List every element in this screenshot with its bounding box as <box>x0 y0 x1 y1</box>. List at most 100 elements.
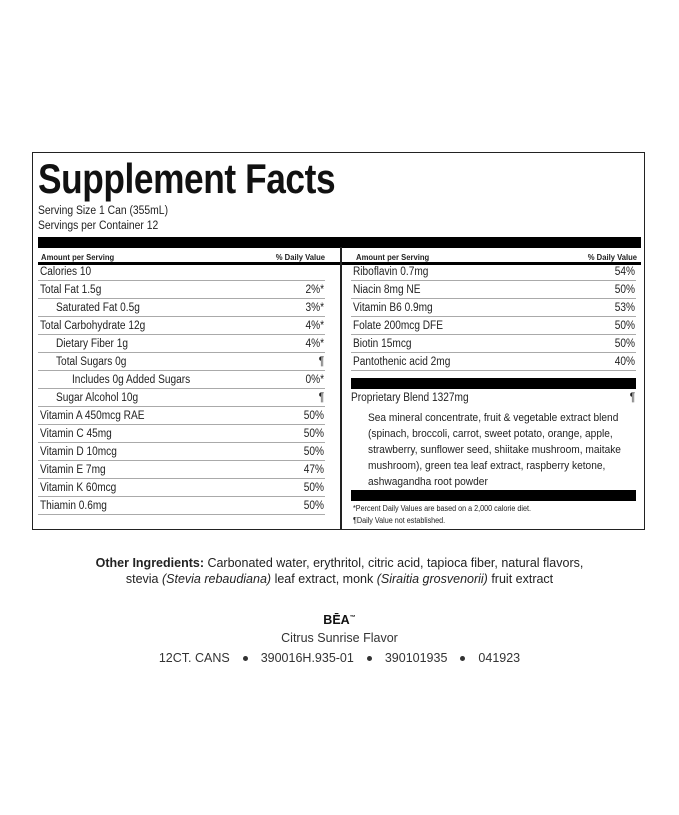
nutrient-row: Vitamin D 10mcg 50% <box>38 443 325 461</box>
nutrient-dv: 50% <box>303 410 324 422</box>
nutrient-row: Folate 200mcg DFE 50% <box>351 317 636 335</box>
blend-description: Sea mineral concentrate, fruit & vegetab… <box>368 412 621 488</box>
nutrient-row: Riboflavin 0.7mg 54% <box>351 263 636 281</box>
nutrient-row: Vitamin K 60mcg 50% <box>38 479 325 497</box>
brand-logo-text: BĒA <box>323 613 350 627</box>
nutrient-row: Includes 0g Added Sugars 0%* <box>38 371 325 389</box>
nutrient-row: Calories 10 <box>38 263 325 281</box>
nutrient-name: Vitamin D 10mcg <box>40 446 117 458</box>
nutrient-row: Dietary Fiber 1g 4%* <box>38 335 325 353</box>
nutrient-dv: ¶ <box>318 392 324 404</box>
nutrient-dv: 53% <box>614 302 635 314</box>
nutrient-dv: 4%* <box>305 338 324 350</box>
nutrient-dv: 50% <box>303 446 324 458</box>
blend-dv: ¶ <box>629 392 635 404</box>
divider-bar <box>351 490 636 501</box>
text: fruit extract <box>487 572 554 586</box>
text: stevia <box>125 572 162 586</box>
proprietary-blend-row: Proprietary Blend 1327mg ¶ <box>351 389 636 407</box>
nutrient-dv: 3%* <box>305 302 324 314</box>
header-amount-right: Amount per Serving <box>356 252 430 262</box>
nutrient-row: Total Sugars 0g ¶ <box>38 353 325 371</box>
nutrient-row: Total Fat 1.5g 2%* <box>38 281 325 299</box>
nutrient-row: Niacin 8mg NE 50% <box>351 281 636 299</box>
other-ingredients-label: Other Ingredients: <box>95 556 204 570</box>
nutrient-name: Biotin 15mcg <box>353 338 412 350</box>
nutrient-name: Thiamin 0.6mg <box>40 500 107 512</box>
nutrient-row: Vitamin B6 0.9mg 53% <box>351 299 636 317</box>
nutrient-name: Folate 200mcg DFE <box>353 320 443 332</box>
nutrient-name: Total Carbohydrate 12g <box>40 320 146 332</box>
nutrient-dv: 0%* <box>305 374 324 386</box>
nutrient-name: Vitamin C 45mg <box>40 428 112 440</box>
header-dv-left: % Daily Value <box>275 252 326 262</box>
bullet-icon <box>242 656 248 662</box>
other-ingredients: Other Ingredients: Carbonated water, ery… <box>0 556 679 570</box>
nutrient-row: Pantothenic acid 2mg 40% <box>351 353 636 371</box>
text: leaf extract, monk <box>271 572 377 586</box>
footnote-dv: *Percent Daily Values are based on a 2,0… <box>353 504 531 513</box>
nutrient-dv: ¶ <box>318 356 324 368</box>
supplement-facts-panel: Supplement Facts Serving Size 1 Can (355… <box>32 152 645 530</box>
servings-per-container: Servings per Container 12 <box>38 220 159 232</box>
nutrient-name: Vitamin B6 0.9mg <box>353 302 433 314</box>
bullet-icon <box>366 656 372 662</box>
nutrient-dv: 50% <box>614 338 635 350</box>
other-ingredients-text: Carbonated water, erythritol, citric aci… <box>203 556 584 570</box>
nutrient-dv: 4%* <box>305 320 324 332</box>
nutrient-name: Saturated Fat 0.5g <box>56 302 140 314</box>
bullet-icon <box>460 656 466 662</box>
nutrient-name: Niacin 8mg NE <box>353 284 421 296</box>
nutrient-row: Vitamin A 450mcg RAE 50% <box>38 407 325 425</box>
other-ingredients-line-2: stevia (Stevia rebaudiana) leaf extract,… <box>0 572 679 586</box>
nutrient-row: Saturated Fat 0.5g 3%* <box>38 299 325 317</box>
divider-bar <box>351 378 636 389</box>
nutrient-name: Vitamin E 7mg <box>40 464 106 476</box>
botanical-name: (Siraitia grosvenorii) <box>376 572 488 586</box>
botanical-name: (Stevia rebaudiana) <box>161 572 272 586</box>
nutrient-row: Vitamin E 7mg 47% <box>38 461 325 479</box>
nutrient-dv: 50% <box>303 482 324 494</box>
nutrient-row: Vitamin C 45mg 50% <box>38 425 325 443</box>
header-amount-left: Amount per Serving <box>41 252 115 262</box>
nutrient-row: Total Carbohydrate 12g 4%* <box>38 317 325 335</box>
nutrient-dv: 50% <box>303 428 324 440</box>
nutrient-name: Pantothenic acid 2mg <box>353 356 451 368</box>
header-dv-right: % Daily Value <box>587 252 638 262</box>
nutrient-dv: 2%* <box>305 284 324 296</box>
nutrient-row: Biotin 15mcg 50% <box>351 335 636 353</box>
trademark: ™ <box>349 614 356 621</box>
header-rule <box>38 262 641 265</box>
nutrient-name: Riboflavin 0.7mg <box>353 266 429 278</box>
code: 390101935 <box>384 651 448 665</box>
nutrient-name: Calories 10 <box>40 266 92 278</box>
nutrient-row: Sugar Alcohol 10g ¶ <box>38 389 325 407</box>
nutrient-dv: 54% <box>614 266 635 278</box>
nutrient-name: Vitamin K 60mcg <box>40 482 117 494</box>
nutrient-dv: 40% <box>614 356 635 368</box>
nutrient-dv: 47% <box>303 464 324 476</box>
serving-size: Serving Size 1 Can (355mL) <box>38 205 169 217</box>
nutrient-name: Vitamin A 450mcg RAE <box>40 410 145 422</box>
column-divider <box>340 247 342 529</box>
panel-title: Supplement Facts <box>38 155 336 202</box>
brand-name: BĒA™ <box>0 613 679 627</box>
product-codes: 12CT. CANS 390016H.935-01 390101935 041923 <box>0 651 679 665</box>
blend-name: Proprietary Blend 1327mg <box>351 392 469 404</box>
nutrient-row: Thiamin 0.6mg 50% <box>38 497 325 515</box>
nutrient-dv: 50% <box>303 500 324 512</box>
flavor: Citrus Sunrise Flavor <box>281 631 398 645</box>
nutrient-name: Total Fat 1.5g <box>40 284 102 296</box>
nutrient-name: Sugar Alcohol 10g <box>56 392 139 404</box>
nutrient-dv: 50% <box>614 284 635 296</box>
divider-bar <box>38 237 641 248</box>
nutrient-dv: 50% <box>614 320 635 332</box>
nutrient-name: Dietary Fiber 1g <box>56 338 128 350</box>
footnote-not-established: ¶Daily Value not established. <box>353 516 446 525</box>
nutrient-name: Total Sugars 0g <box>56 356 127 368</box>
code: 390016H.935-01 <box>260 651 354 665</box>
code: 12CT. CANS <box>158 651 230 665</box>
nutrient-name: Includes 0g Added Sugars <box>72 374 191 386</box>
code: 041923 <box>478 651 521 665</box>
